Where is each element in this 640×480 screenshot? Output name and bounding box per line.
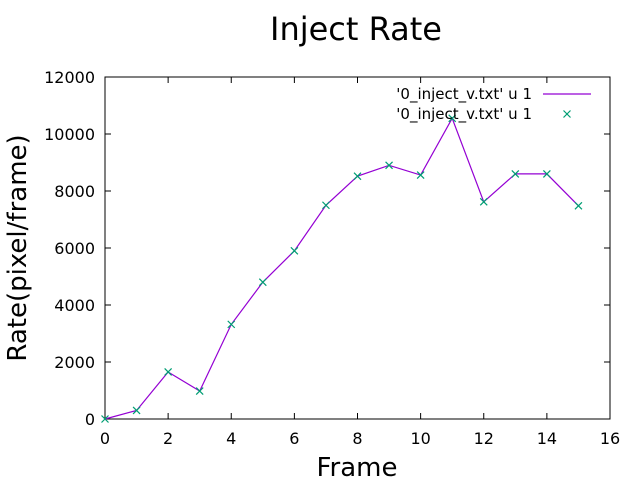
data-point-marker (416, 171, 425, 179)
marker-stroke (101, 415, 109, 423)
x-tick-label: 6 (289, 429, 299, 448)
data-point-marker (101, 415, 109, 423)
legend-label-points: '0_inject_v.txt' u 1 (396, 105, 532, 124)
y-tick-label: 0 (85, 410, 95, 429)
legend-marker-swatch (563, 110, 571, 118)
y-axis-label: Rate(pixel/frame) (3, 134, 33, 361)
data-point-marker (542, 169, 551, 178)
y-tick-label: 4000 (54, 296, 95, 315)
marker-stroke (479, 197, 488, 206)
data-point-marker (164, 368, 173, 376)
data-point-marker (479, 197, 488, 206)
marker-stroke (511, 169, 520, 178)
x-tick-label: 10 (410, 429, 430, 448)
data-point-marker (448, 114, 457, 123)
data-point-marker (227, 320, 236, 329)
marker-stroke (448, 114, 457, 123)
x-tick-label: 4 (226, 429, 236, 448)
marker-stroke (195, 387, 204, 395)
data-point-marker (322, 201, 330, 210)
y-tick-label: 6000 (54, 239, 95, 258)
legend-label-line: '0_inject_v.txt' u 1 (396, 85, 532, 104)
data-point-marker (258, 278, 267, 287)
axis-ticks: 0 2 4 6 8 10 12 14 16 0 2000 4000 6000 8000 10000 12000 (44, 68, 620, 448)
marker-stroke (322, 201, 330, 210)
marker-stroke (132, 406, 141, 415)
data-point-marker (290, 246, 299, 255)
chart-title: Inject Rate (270, 10, 442, 48)
series-layer (101, 114, 583, 423)
x-tick-label: 16 (600, 429, 620, 448)
x-tick-label: 12 (474, 429, 494, 448)
marker-stroke (290, 246, 299, 255)
data-point-marker (511, 169, 520, 178)
marker-stroke (353, 172, 362, 181)
x-axis-label: Frame (316, 453, 397, 480)
y-tick-label: 8000 (54, 182, 95, 201)
x-tick-label: 0 (100, 429, 110, 448)
marker-stroke (227, 320, 236, 329)
marker-stroke (574, 201, 583, 210)
y-tick-label: 10000 (44, 125, 95, 144)
y-tick-label: 12000 (44, 68, 95, 87)
legend: '0_inject_v.txt' u 1'0_inject_v.txt' u 1 (396, 85, 591, 124)
data-point-marker (385, 161, 393, 170)
marker-stroke (416, 171, 425, 179)
x-tick-label: 2 (163, 429, 173, 448)
data-point-marker (195, 387, 204, 395)
data-point-marker (132, 406, 141, 415)
data-point-marker (574, 201, 583, 210)
marker-stroke (385, 161, 393, 170)
marker-stroke (563, 110, 571, 118)
marker-stroke (542, 169, 551, 178)
series-line (104, 116, 579, 420)
y-tick-label: 2000 (54, 353, 95, 372)
x-tick-label: 14 (537, 429, 557, 448)
data-point-marker (353, 172, 362, 181)
marker-stroke (164, 368, 173, 376)
x-tick-label: 8 (352, 429, 362, 448)
plot-frame (104, 76, 611, 420)
marker-stroke (258, 278, 267, 287)
